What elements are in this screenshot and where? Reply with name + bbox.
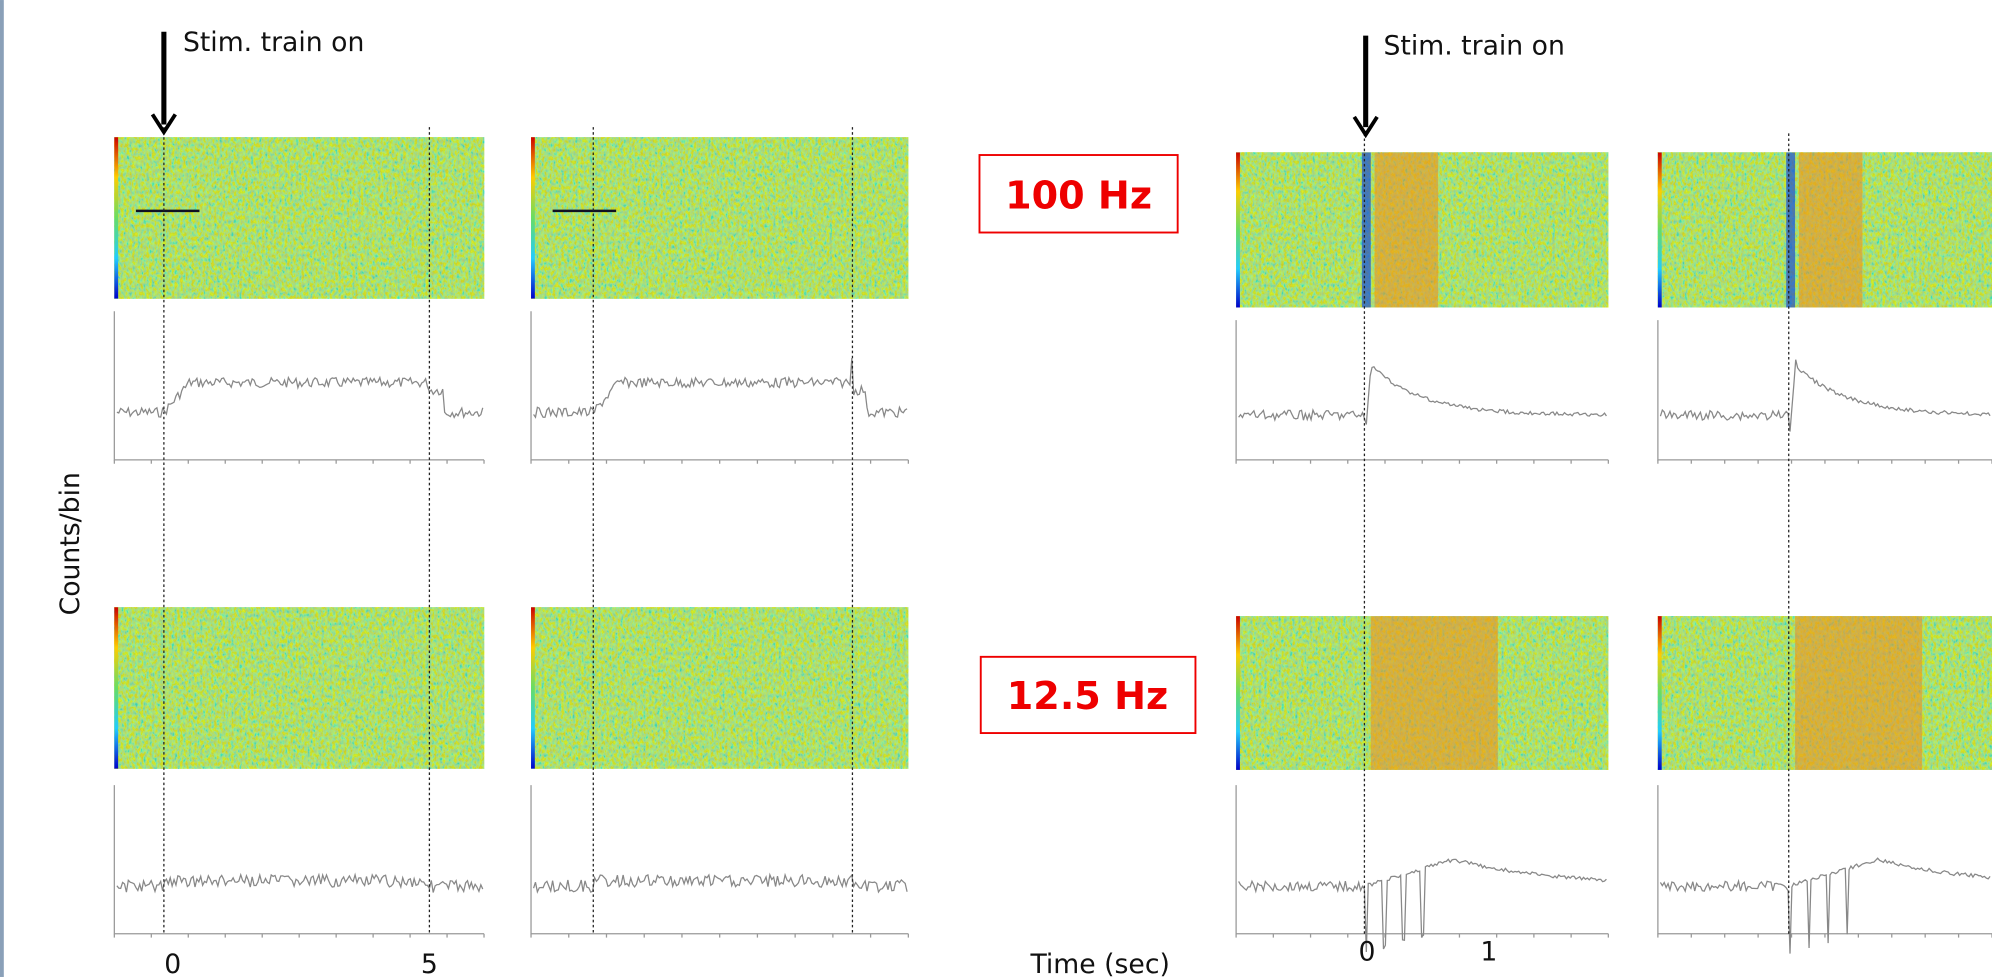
heatmap-texture [531, 137, 909, 299]
trace [532, 872, 908, 894]
panels [113, 127, 1992, 954]
heatmap-texture [114, 607, 485, 769]
trace-axis [530, 785, 909, 935]
colorbar [114, 607, 119, 769]
heatmap-band [1795, 616, 1923, 770]
trace [1659, 857, 1991, 954]
y-axis-label: Counts/bin [55, 472, 86, 615]
trace [116, 872, 484, 894]
trace-axis [1235, 320, 1609, 461]
x-tick-label: 0 [1358, 936, 1375, 967]
heatmap-texture [114, 137, 485, 299]
heatmap-band [1374, 152, 1439, 308]
x-tick-label: 5 [421, 949, 438, 977]
trace [1238, 366, 1607, 425]
trace-axis [1657, 320, 1992, 461]
trace [1659, 359, 1991, 432]
x-tick-label: 1 [1480, 936, 1497, 967]
condition-label: 100 Hz [1005, 173, 1152, 217]
heatmap-band [1798, 152, 1863, 308]
trace-axis [113, 785, 485, 935]
trace-axis [1657, 785, 1992, 935]
condition-box [979, 655, 1197, 735]
trace [1238, 858, 1607, 952]
colorbar [1236, 616, 1240, 770]
colorbar [1657, 616, 1662, 770]
annotation: Stim. train on [1383, 31, 1564, 62]
colorbar [531, 607, 535, 769]
x-axis-label: Time (sec) [1029, 949, 1169, 977]
colorbar [1657, 152, 1662, 308]
condition-label: 12.5 Hz [1007, 674, 1168, 718]
annotation: Stim. train on [183, 27, 364, 58]
condition-box [978, 154, 1179, 234]
colorbar [114, 137, 119, 299]
heatmap-band [1370, 616, 1498, 770]
heatmap-texture [531, 607, 909, 769]
colorbar [531, 137, 535, 299]
trace-axis [1235, 785, 1609, 935]
stim-artifact [1786, 152, 1796, 308]
x-tick-label: 0 [164, 949, 181, 977]
arrow-head [1352, 115, 1379, 139]
stim-artifact [1361, 152, 1371, 308]
colorbar [1236, 152, 1240, 308]
left-edge [0, 0, 4, 977]
trace [533, 357, 908, 419]
trace [116, 375, 484, 420]
arrow-head [150, 113, 177, 136]
